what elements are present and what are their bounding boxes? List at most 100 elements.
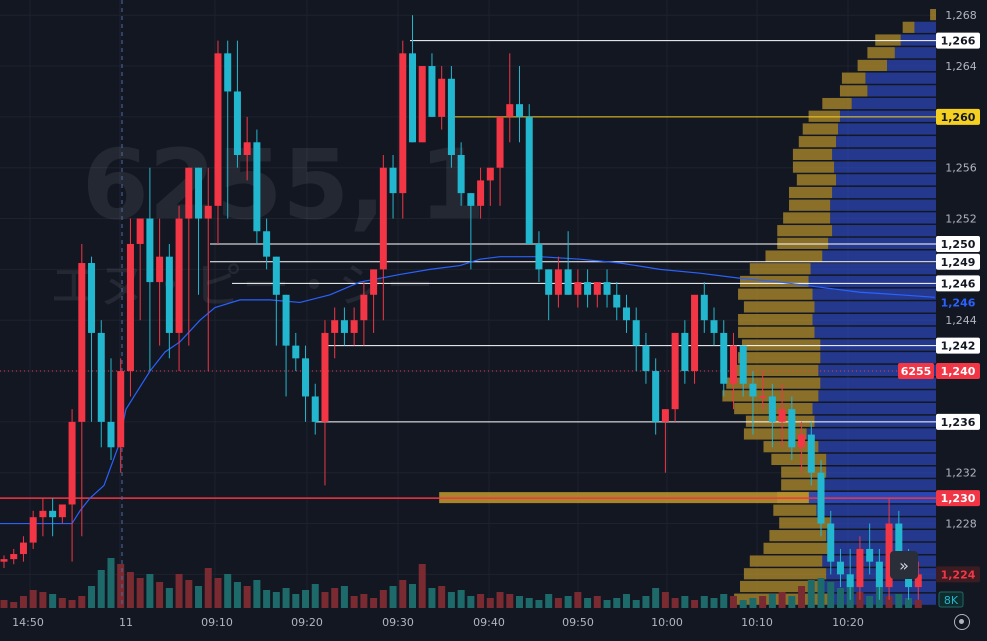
scroll-to-realtime-button[interactable]: » — [890, 551, 918, 579]
candle — [360, 282, 368, 346]
candle-body — [88, 263, 96, 333]
candle — [195, 167, 203, 295]
candle-body — [798, 434, 806, 448]
price-tick-label: 1,268 — [945, 9, 977, 22]
vp-bar-up — [808, 110, 840, 122]
candle-body — [29, 517, 37, 543]
vp-bar-up — [722, 390, 819, 402]
candle-body — [214, 53, 222, 206]
candle-body — [866, 548, 874, 562]
price-tick-label: 1,232 — [945, 467, 977, 480]
level-badge: 1,249 — [936, 253, 980, 270]
vp-bar-up — [726, 377, 821, 389]
candle-body — [68, 421, 76, 505]
candle-body — [807, 434, 815, 473]
candle — [593, 282, 601, 308]
candle — [19, 536, 27, 562]
candle — [214, 40, 222, 244]
candle — [282, 294, 290, 397]
volume-bar — [117, 564, 125, 608]
candle-body — [788, 409, 796, 448]
volume-bar — [749, 598, 757, 608]
vp-bar-down — [818, 390, 936, 402]
vp-bar-up — [740, 580, 819, 593]
candle-body — [97, 332, 105, 422]
vp-bar-up — [765, 250, 823, 262]
candles — [0, 15, 922, 600]
volume-bar — [311, 584, 319, 608]
vp-bar-down — [865, 72, 936, 84]
vp-bar-down — [828, 542, 936, 554]
candle — [710, 307, 718, 346]
candle — [0, 555, 8, 569]
candle-body — [389, 167, 397, 194]
candle — [292, 332, 300, 372]
candle-body — [399, 53, 407, 194]
watermark-name: エヌ・ピー・シー — [50, 258, 434, 314]
candle-body — [768, 396, 776, 422]
volume-bar — [729, 596, 737, 608]
candle — [817, 460, 825, 537]
volume-bar — [379, 590, 387, 608]
candle — [545, 269, 553, 321]
candle — [340, 307, 348, 346]
vp-bar-up — [792, 148, 833, 160]
candle-body — [467, 193, 475, 206]
candle — [496, 116, 504, 206]
vp-bar-down — [832, 148, 936, 160]
candle-body — [759, 396, 767, 398]
volume-bar — [798, 586, 806, 608]
time-tick-label: 10:10 — [741, 616, 773, 629]
level-badge: 1,230 — [936, 490, 980, 507]
candle-body — [302, 358, 310, 397]
candle — [399, 40, 407, 219]
level-badge-bg — [936, 337, 980, 354]
vp-bar-down — [812, 402, 936, 415]
volume-bar — [39, 592, 47, 608]
candle — [866, 523, 874, 575]
candle — [652, 358, 660, 435]
price-tick-label: 1,228 — [945, 518, 977, 531]
candle — [768, 383, 776, 448]
vp-bar-up — [777, 237, 829, 249]
candle-body — [418, 66, 426, 143]
vp-bar-up — [743, 428, 807, 440]
candle — [477, 167, 485, 219]
vp-bar-down — [810, 263, 936, 275]
volume-bar — [243, 586, 251, 608]
candle-body — [477, 180, 485, 206]
volume-profile — [722, 9, 936, 605]
vp-bar-down — [867, 85, 936, 97]
volume-bar — [642, 596, 650, 608]
candle — [535, 231, 543, 283]
settings-gear-icon[interactable] — [954, 614, 970, 630]
candle — [759, 371, 767, 410]
candle — [914, 561, 922, 600]
volume-bar — [632, 600, 640, 608]
vp-bar-down — [806, 428, 936, 440]
volume-bar — [554, 598, 562, 608]
level-badge: 1,242 — [936, 337, 980, 354]
level-badge-bg — [936, 490, 980, 507]
vp-bar-down — [826, 453, 936, 465]
volume-bar — [593, 596, 601, 608]
candle-body — [729, 345, 737, 384]
level-badge-bg — [936, 32, 980, 49]
volume-bar — [389, 586, 397, 608]
candle — [720, 320, 728, 397]
vp-bar-up — [738, 326, 815, 338]
volume-bar — [477, 594, 485, 608]
candle — [661, 409, 669, 473]
candle-body — [535, 243, 543, 270]
volume-bar — [622, 594, 630, 608]
candle-body — [350, 320, 358, 333]
vp-bar-up — [779, 517, 831, 529]
candle-body — [282, 294, 290, 346]
time-tick-label: 10:20 — [832, 616, 864, 629]
low-badge: 1,224 — [936, 566, 980, 583]
candle — [389, 155, 397, 219]
candle — [126, 218, 134, 397]
volume-bar — [496, 592, 504, 608]
